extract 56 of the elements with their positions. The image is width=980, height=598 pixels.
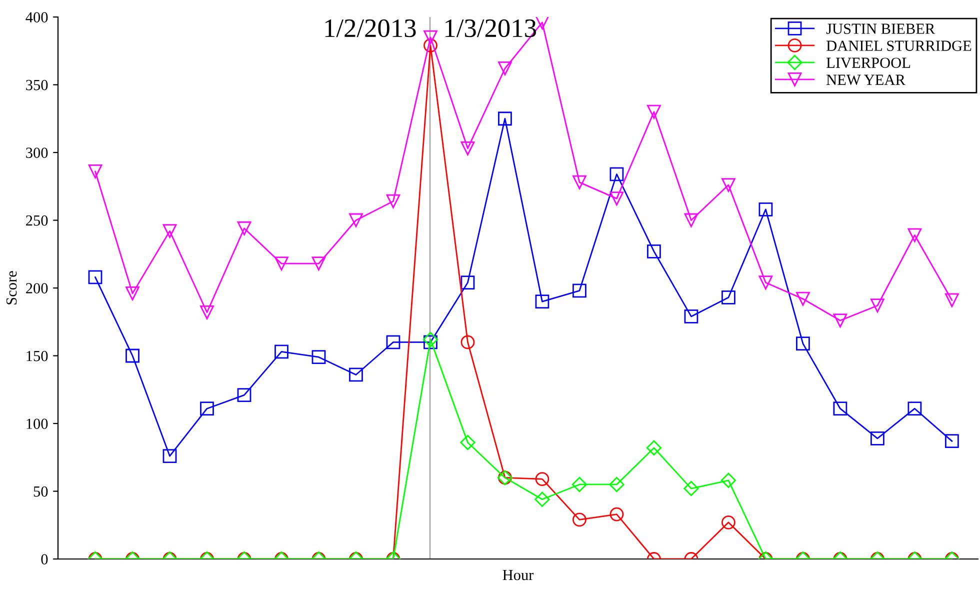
legend-label: LIVERPOOL (826, 58, 910, 68)
point (610, 167, 624, 182)
legend-label: DANIEL STURRIDGE (826, 40, 972, 51)
point (422, 332, 438, 348)
annotation: 1/2/2013 (325, 19, 416, 38)
point (349, 368, 363, 382)
point (312, 350, 326, 364)
point (572, 284, 586, 298)
point (498, 112, 512, 126)
point (684, 310, 698, 324)
point (722, 290, 736, 304)
point (312, 256, 326, 271)
point (460, 141, 475, 156)
point (88, 270, 102, 284)
point (684, 213, 698, 228)
point (126, 286, 140, 300)
point (88, 164, 102, 178)
point (870, 298, 884, 313)
point (944, 293, 959, 308)
legend-label: JUSTIN BIEBER (826, 24, 936, 34)
point (274, 344, 288, 359)
point (833, 314, 848, 328)
y-tick-label: 400 (26, 12, 48, 22)
point (424, 335, 438, 350)
point (796, 336, 810, 350)
point (386, 335, 400, 350)
point (237, 221, 252, 236)
point (460, 335, 475, 350)
point (535, 294, 550, 308)
point (758, 202, 773, 216)
point (349, 213, 363, 228)
point (758, 276, 773, 290)
y-tick-label: 50 (34, 486, 48, 497)
y-tick-label: 100 (26, 418, 48, 429)
y-tick-label: 300 (26, 148, 48, 158)
y-tick-label: 0 (41, 554, 48, 564)
y-tick-label: 350 (26, 80, 48, 90)
point (200, 305, 214, 320)
x-axis-title: Hour (502, 570, 534, 580)
point (274, 256, 288, 271)
legend-label: NEW YEAR (826, 74, 906, 86)
point (162, 224, 177, 238)
point (647, 244, 661, 258)
y-tick-label: 150 (26, 350, 48, 362)
point (908, 228, 922, 242)
point (610, 192, 624, 206)
y-tick-label: 200 (26, 283, 48, 294)
y-tick-label: 250 (26, 215, 48, 226)
annotation: 1/3/2013 (446, 19, 536, 38)
y-axis-title: Score (6, 271, 17, 304)
point (796, 292, 810, 306)
point (722, 178, 736, 192)
point (126, 348, 140, 363)
point (460, 276, 475, 290)
point (386, 194, 400, 208)
point (572, 175, 586, 190)
